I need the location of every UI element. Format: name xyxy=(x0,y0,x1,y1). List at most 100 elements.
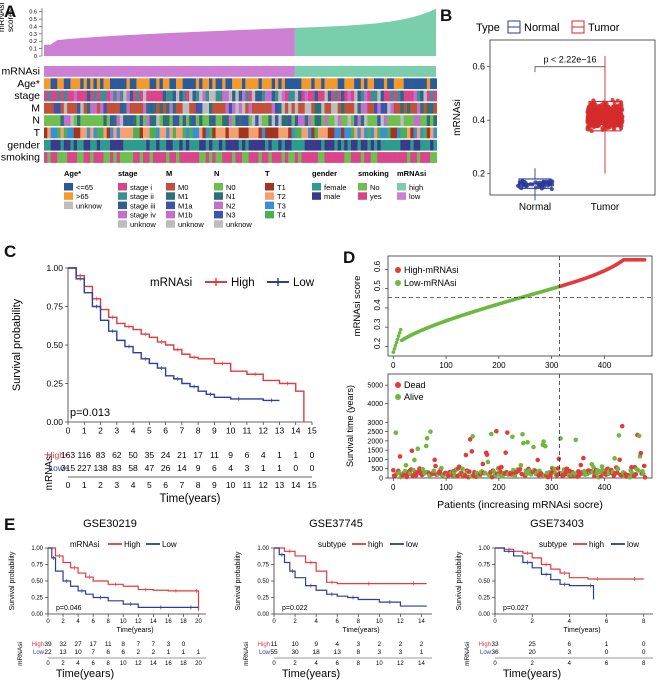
survival-point xyxy=(642,475,648,480)
track-cell xyxy=(251,102,256,114)
track-cell xyxy=(116,78,121,90)
track-cell xyxy=(77,102,81,114)
track-cell xyxy=(195,152,200,163)
track-cell xyxy=(156,102,160,114)
track-cell xyxy=(152,127,157,139)
track-cell xyxy=(248,90,253,102)
track-cell xyxy=(387,90,391,102)
track-cell xyxy=(278,152,282,163)
track-cell xyxy=(136,152,140,163)
survival-point xyxy=(556,456,562,462)
track-cell xyxy=(192,115,197,126)
track-cell xyxy=(400,115,404,126)
panel-letter-e: E xyxy=(4,515,16,534)
panel-c-km: 1.000.750.500.250.000 1 2 3 4 5 6 7 8 9 10 11 12 13 14… xyxy=(11,263,317,505)
track-cell xyxy=(416,90,421,102)
legend-label: Low xyxy=(293,277,315,289)
x-axis-label-top: Time(years) xyxy=(116,627,153,634)
risk-x-tick-label: 0 xyxy=(493,661,497,667)
track-cell xyxy=(350,78,355,90)
track-cell xyxy=(156,152,160,163)
legend-label: high xyxy=(368,540,383,549)
risk-x-tick-label: 15 xyxy=(307,480,317,490)
km-curve-high xyxy=(68,267,305,422)
data-point xyxy=(607,121,612,126)
track-cell xyxy=(63,152,68,163)
track-cell xyxy=(90,78,94,90)
score-point xyxy=(398,327,403,332)
track-cell xyxy=(284,115,289,126)
track-cell xyxy=(397,102,401,114)
x-tick-label: 4 xyxy=(76,619,80,625)
survival-point xyxy=(619,423,625,429)
risk-value: 39 xyxy=(44,641,52,648)
track-cell xyxy=(423,152,428,163)
track-cell xyxy=(218,115,223,126)
track-cell xyxy=(179,139,183,151)
track-cell xyxy=(179,127,183,139)
km-curve-low xyxy=(48,547,199,608)
track-cell xyxy=(222,139,226,151)
track-cell xyxy=(324,139,329,151)
track-cell xyxy=(311,139,315,151)
data-point xyxy=(537,184,542,189)
track-cell xyxy=(225,152,230,163)
track-cell xyxy=(146,78,150,90)
track-cell xyxy=(93,78,98,90)
risk-value: 18 xyxy=(313,649,321,656)
track-cell xyxy=(44,127,48,139)
track-cell xyxy=(268,102,272,114)
track-cell xyxy=(251,78,256,90)
track-cell xyxy=(172,152,177,163)
track-cell xyxy=(271,127,276,139)
track-cell xyxy=(341,78,345,90)
risk-value: 0 xyxy=(642,649,646,656)
track-cell xyxy=(341,127,345,139)
track-cell xyxy=(390,127,395,139)
top-frame xyxy=(387,255,653,357)
track-cell xyxy=(189,152,193,163)
track-cell xyxy=(268,127,272,139)
x-tick-label: 14 xyxy=(291,426,301,436)
track-label: Age* xyxy=(17,78,40,90)
survival-point xyxy=(555,466,561,471)
track-cell xyxy=(159,78,164,90)
track-cell xyxy=(152,102,157,114)
track-cell xyxy=(63,139,68,151)
track-cell xyxy=(202,115,206,126)
track-cell xyxy=(172,102,177,114)
track-cell xyxy=(337,127,342,139)
track-cell xyxy=(199,139,203,151)
track-cell xyxy=(159,115,164,126)
track-cell xyxy=(291,139,296,151)
legend-label: High xyxy=(231,277,255,289)
legend-label: stage iv xyxy=(130,211,156,220)
track-cell xyxy=(149,90,154,102)
track-cell xyxy=(403,152,408,163)
survival-point xyxy=(456,464,462,470)
track-cell xyxy=(377,115,381,126)
track-cell xyxy=(80,139,84,151)
track-cell xyxy=(426,152,431,163)
y-axis-label: mRNAsi xyxy=(452,99,463,136)
track-cell xyxy=(255,78,259,90)
track-cell xyxy=(143,102,147,114)
risk-x-tick-label: 12 xyxy=(258,480,268,490)
y-tick-label: 1000 xyxy=(367,457,383,464)
risk-x-tick-label: 8 xyxy=(107,661,111,667)
track-cell xyxy=(232,152,236,163)
survival-point xyxy=(411,467,416,473)
track-cell xyxy=(278,115,282,126)
y-tick-label: 5000 xyxy=(367,383,383,390)
risk-value: 3 xyxy=(245,463,250,473)
x-tick-label: 10 xyxy=(120,619,127,625)
risk-row-label: Low xyxy=(480,650,492,656)
track-cell xyxy=(268,152,272,163)
track-cell xyxy=(225,127,230,139)
track-cell xyxy=(126,78,131,90)
track-cell xyxy=(311,78,315,90)
legend-swatch xyxy=(312,192,321,200)
track-cell xyxy=(298,102,302,114)
track-cell xyxy=(308,90,312,102)
